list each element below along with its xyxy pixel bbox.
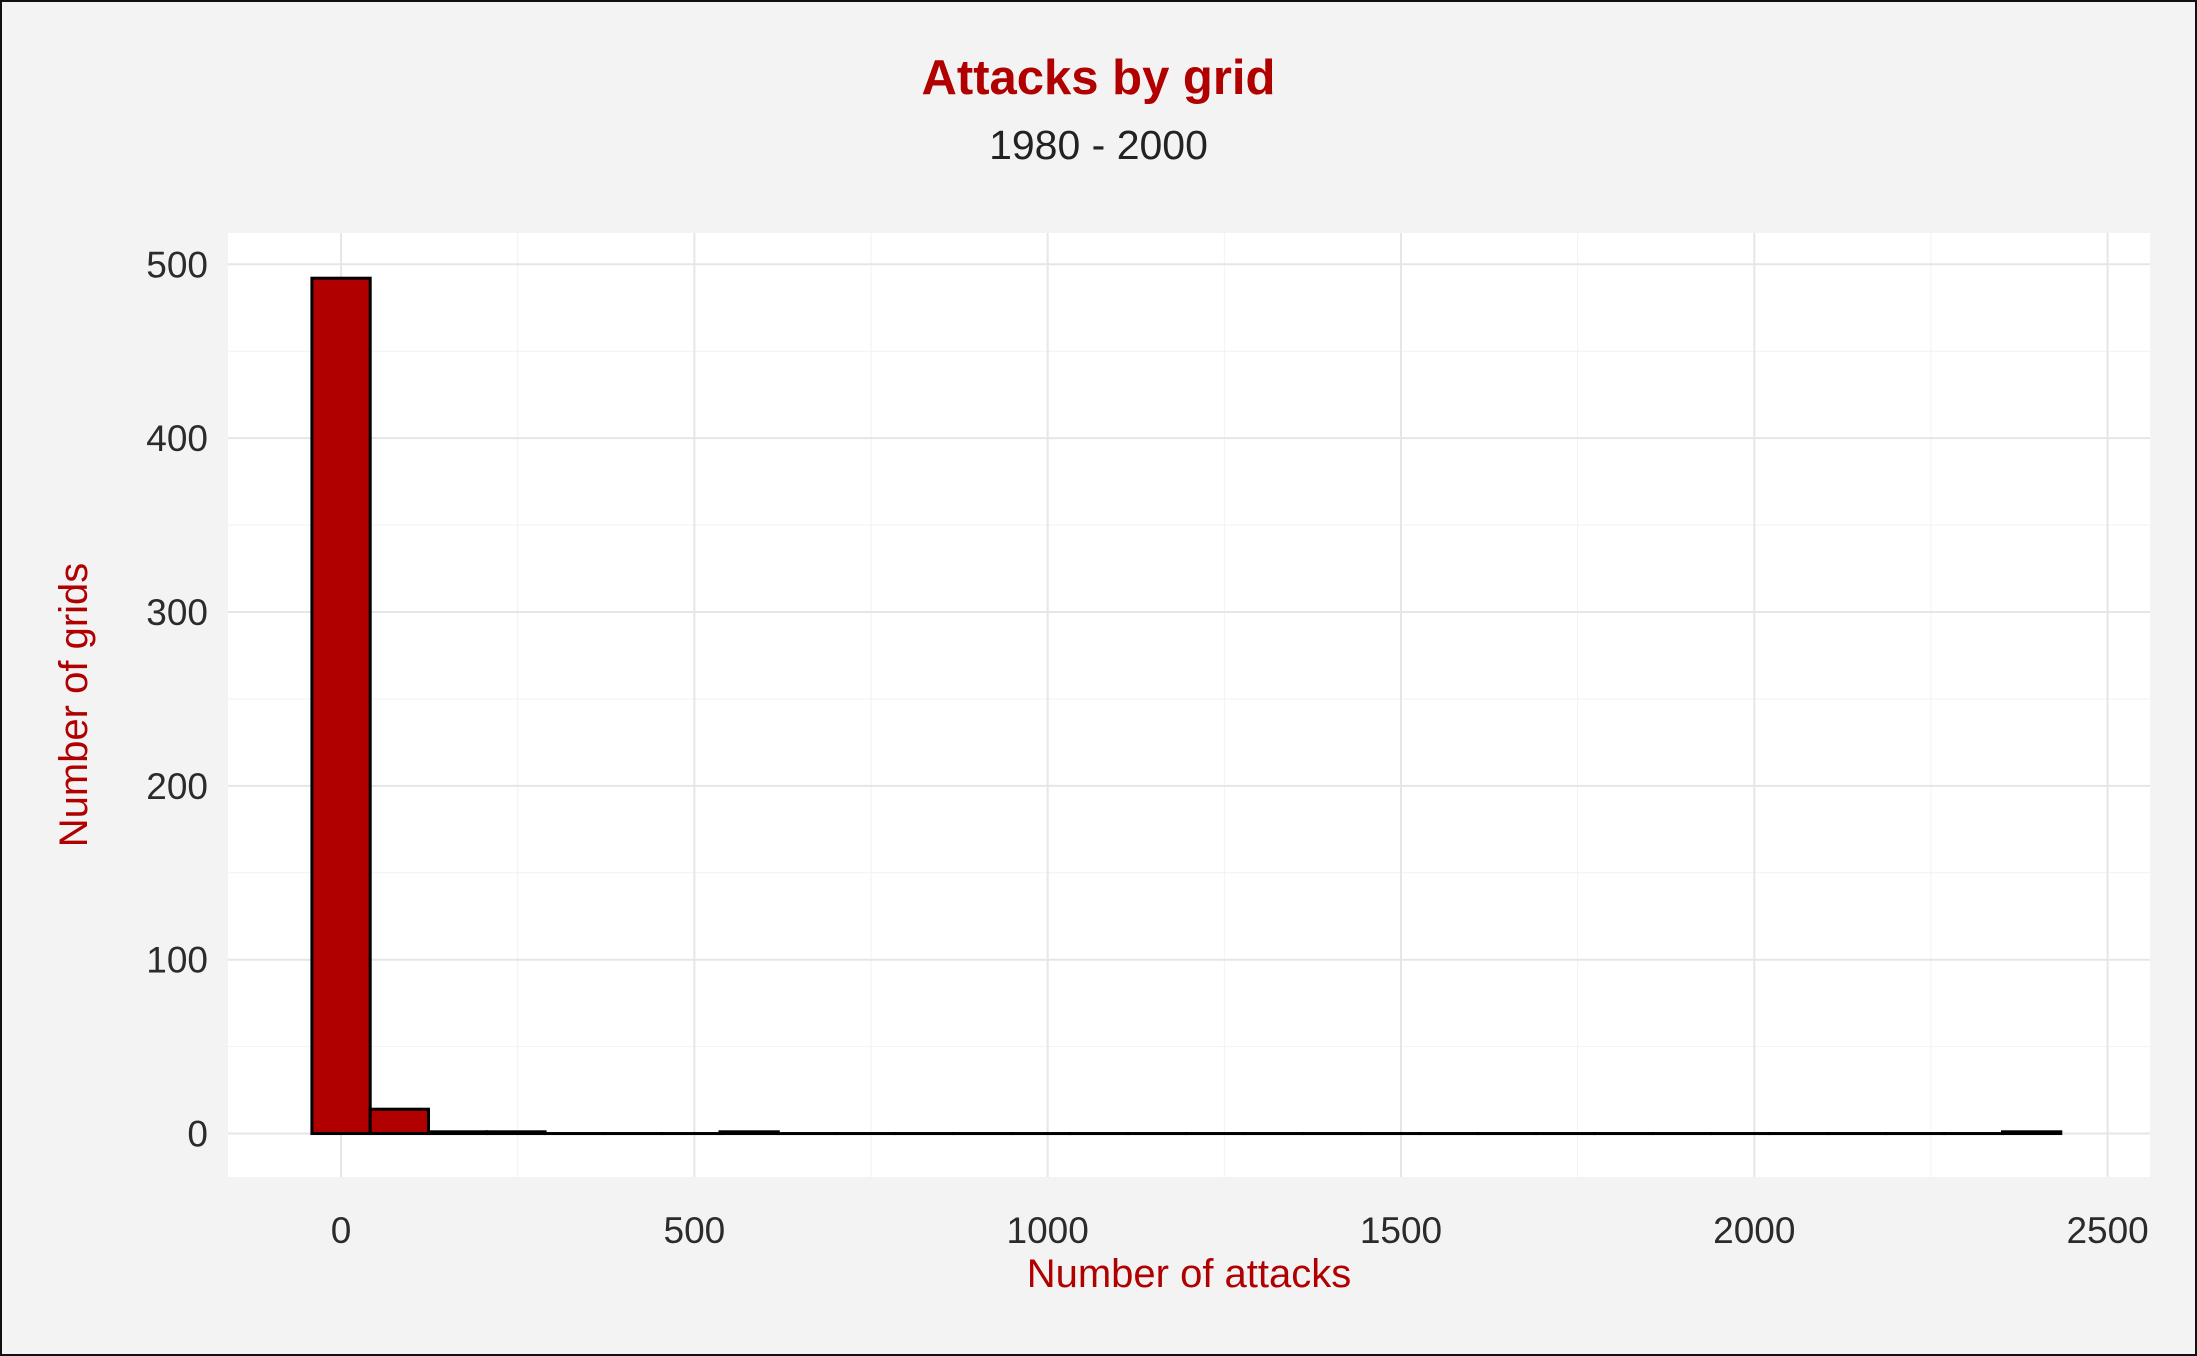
x-axis-title: Number of attacks xyxy=(1027,1252,1352,1296)
histogram-bar xyxy=(310,276,372,1136)
y-tick-labels: 0 100 200 300 400 500 xyxy=(146,244,208,1154)
gridlines xyxy=(228,233,2150,1177)
chart-subtitle: 1980 - 2000 xyxy=(989,122,1208,168)
histogram-bar xyxy=(718,1130,780,1136)
y-tick-label: 500 xyxy=(146,244,208,285)
x-tick-label: 1000 xyxy=(1007,1210,1089,1251)
y-tick-label: 100 xyxy=(146,940,208,981)
x-tick-labels: 0 500 1000 1500 2000 2500 xyxy=(331,1210,2149,1251)
y-tick-label: 300 xyxy=(146,592,208,633)
x-tick-label: 2000 xyxy=(1713,1210,1795,1251)
x-tick-label: 500 xyxy=(664,1210,726,1251)
x-tick-label: 2500 xyxy=(2066,1210,2148,1251)
y-tick-label: 200 xyxy=(146,766,208,807)
y-tick-label: 0 xyxy=(187,1114,208,1155)
x-tick-label: 0 xyxy=(331,1210,352,1251)
y-axis-title: Number of grids xyxy=(52,563,96,848)
histogram-bar xyxy=(368,1107,431,1136)
histogram-bar xyxy=(485,1130,547,1136)
histogram-bar xyxy=(2000,1130,2063,1136)
histogram-bar xyxy=(427,1130,489,1136)
histogram-bars xyxy=(310,276,2063,1136)
y-tick-label: 400 xyxy=(146,418,208,459)
x-tick-label: 1500 xyxy=(1360,1210,1442,1251)
chart-title: Attacks by grid xyxy=(921,51,1276,105)
plot-panel xyxy=(228,233,2150,1177)
